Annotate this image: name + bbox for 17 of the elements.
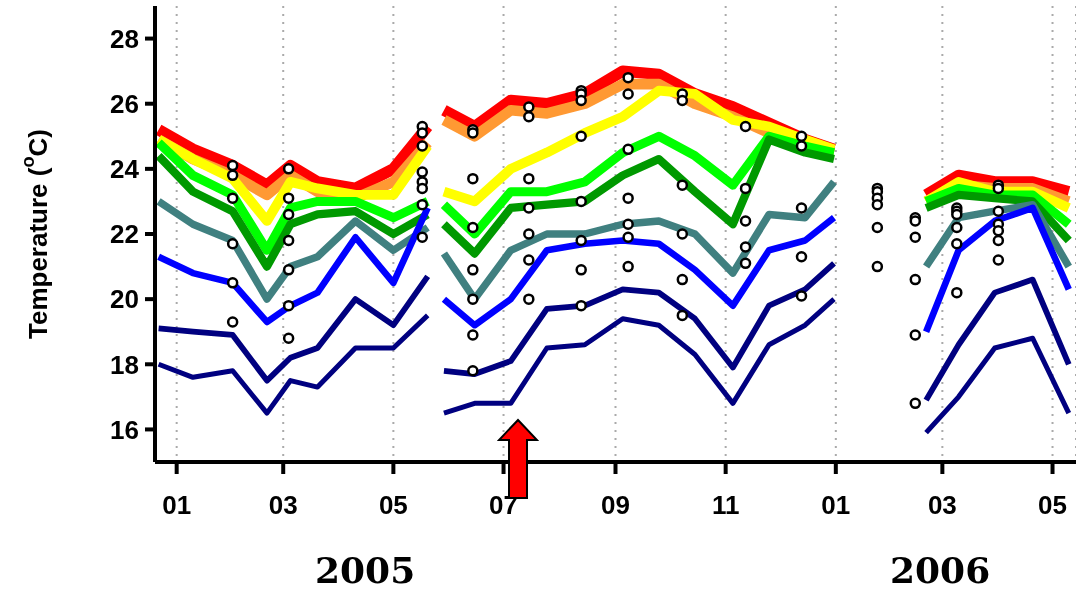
y-tick-label: 28 <box>110 23 139 54</box>
x-tick-label: 09 <box>601 490 630 521</box>
x-tick-label: 11 <box>711 490 740 521</box>
x-tick-label: 05 <box>1038 490 1067 521</box>
text: 2005 <box>315 548 416 592</box>
x-tick-label: 03 <box>927 490 957 521</box>
x-tick-label: 03 <box>268 490 298 521</box>
x-tick-label: 01 <box>162 490 192 521</box>
y-tick-label: 22 <box>110 219 139 250</box>
y-tick-label: 26 <box>110 88 139 119</box>
y-tick-label: 16 <box>110 414 139 445</box>
x-tick-label: 05 <box>378 490 408 521</box>
y-tick-label: 24 <box>110 154 140 185</box>
y-tick-label: 20 <box>110 284 139 315</box>
y-tick-label: 18 <box>110 349 139 380</box>
text: 2006 <box>890 548 991 592</box>
x-tick-label: 01 <box>821 490 851 521</box>
